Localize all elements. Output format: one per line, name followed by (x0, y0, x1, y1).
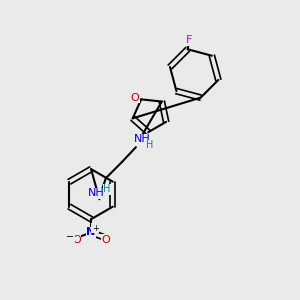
Text: O: O (72, 235, 81, 245)
Text: −: − (66, 232, 75, 242)
Text: O: O (101, 235, 110, 245)
Text: +: + (92, 224, 99, 232)
Text: H: H (103, 184, 110, 194)
Text: NH: NH (88, 188, 104, 198)
Text: H: H (146, 140, 153, 150)
Text: N: N (86, 227, 96, 237)
Text: NH: NH (134, 134, 150, 144)
Text: F: F (186, 35, 192, 45)
Text: O: O (130, 93, 139, 103)
